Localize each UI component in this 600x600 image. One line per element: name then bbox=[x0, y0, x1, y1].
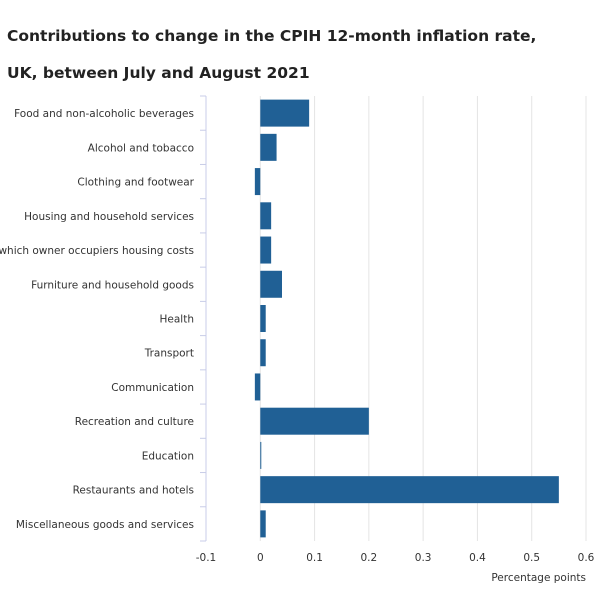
category-label: Miscellaneous goods and services bbox=[16, 519, 194, 531]
bars bbox=[254, 99, 559, 538]
bar[interactable] bbox=[260, 441, 262, 469]
bar[interactable] bbox=[260, 133, 277, 161]
category-label: Housing and household services bbox=[24, 211, 194, 223]
bar[interactable] bbox=[260, 99, 310, 127]
y-axis bbox=[200, 95, 207, 542]
bar[interactable] bbox=[260, 476, 559, 504]
x-axis-label: Percentage points bbox=[491, 572, 586, 584]
bar[interactable] bbox=[260, 339, 266, 367]
x-tick-label: 0.6 bbox=[578, 552, 595, 564]
bar[interactable] bbox=[260, 236, 272, 264]
x-tick-label: 0.5 bbox=[523, 552, 540, 564]
category-label: Health bbox=[160, 314, 194, 326]
bar[interactable] bbox=[260, 305, 266, 332]
bar[interactable] bbox=[260, 270, 282, 298]
x-tick-labels: -0.1 0 0.1 0.2 0.3 0.4 0.5 0.6 bbox=[196, 552, 595, 564]
bar[interactable] bbox=[254, 373, 261, 401]
bar[interactable] bbox=[260, 510, 266, 538]
gridlines bbox=[259, 96, 587, 541]
category-label: Clothing and footwear bbox=[77, 177, 194, 189]
category-label: Recreation and culture bbox=[75, 416, 194, 428]
category-label: Communication bbox=[111, 382, 194, 394]
bar[interactable] bbox=[254, 168, 261, 196]
bar[interactable] bbox=[260, 202, 272, 230]
chart-title: Contributions to change in the CPIH 12-m… bbox=[7, 27, 537, 82]
x-tick-label: -0.1 bbox=[196, 552, 217, 564]
category-label: of which owner occupiers housing costs bbox=[0, 245, 194, 257]
x-tick-label: 0 bbox=[257, 552, 264, 564]
category-label: Transport bbox=[144, 348, 194, 360]
category-label: Alcohol and tobacco bbox=[88, 142, 194, 154]
x-tick-label: 0.3 bbox=[415, 552, 432, 564]
category-label: Food and non-alcoholic beverages bbox=[14, 108, 194, 120]
x-tick-label: 0.1 bbox=[306, 552, 323, 564]
x-tick-label: 0.4 bbox=[469, 552, 486, 564]
category-label: Restaurants and hotels bbox=[73, 485, 194, 497]
category-label: Furniture and household goods bbox=[31, 279, 194, 291]
category-labels: Food and non-alcoholic beverages Alcohol … bbox=[0, 108, 195, 531]
x-tick-label: 0.2 bbox=[361, 552, 378, 564]
category-label: Education bbox=[142, 450, 194, 462]
bar[interactable] bbox=[260, 407, 369, 435]
